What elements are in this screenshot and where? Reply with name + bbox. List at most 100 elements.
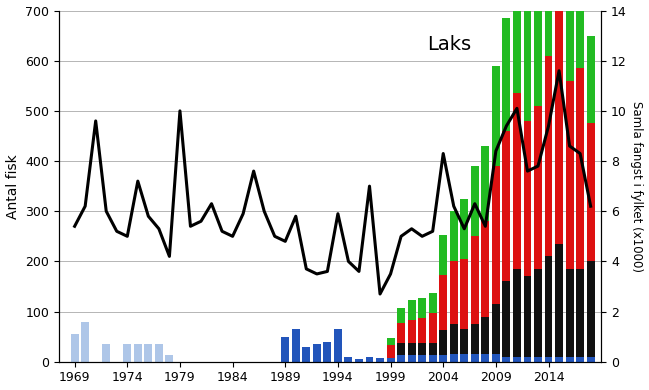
Bar [502,18,510,131]
Bar [429,313,437,343]
Bar [313,344,321,362]
Bar [450,324,458,354]
Bar [576,0,584,68]
Y-axis label: Samla fangst i fylket (x1000): Samla fangst i fylket (x1000) [630,101,643,272]
Bar [482,317,489,354]
Bar [155,344,163,362]
Bar [397,343,405,355]
Bar [566,81,574,269]
Bar [492,304,500,354]
Bar [376,358,384,362]
Bar [397,355,405,362]
Bar [482,146,489,221]
Bar [439,330,447,355]
Bar [71,334,79,362]
Bar [418,343,426,355]
Bar [576,68,584,269]
Bar [439,235,447,275]
Bar [123,344,131,362]
Bar [555,357,563,362]
Bar [103,344,110,362]
Bar [418,355,426,362]
Bar [492,66,500,166]
Bar [460,354,468,362]
Bar [439,275,447,330]
Bar [387,358,395,362]
Bar [429,293,437,313]
Bar [545,357,552,362]
Bar [555,0,563,5]
Bar [524,121,532,277]
Bar [513,93,521,269]
Bar [323,342,332,362]
Bar [408,320,415,343]
Bar [555,5,563,244]
Bar [587,123,594,261]
Bar [513,0,521,93]
Bar [471,236,479,324]
Bar [302,347,310,362]
Bar [534,0,542,106]
Bar [545,0,552,56]
Bar [545,256,552,357]
Bar [450,261,458,324]
Bar [534,106,542,269]
Bar [513,357,521,362]
Bar [492,354,500,362]
Bar [408,355,415,362]
Bar [576,357,584,362]
Bar [408,300,415,320]
Bar [502,357,510,362]
Bar [587,357,594,362]
Bar [534,357,542,362]
Text: Laks: Laks [427,35,471,54]
Bar [334,329,342,362]
Bar [545,56,552,256]
Bar [502,131,510,282]
Bar [492,166,500,304]
Bar [471,166,479,236]
Bar [439,355,447,362]
Bar [502,282,510,357]
Bar [576,269,584,357]
Bar [418,318,426,343]
Bar [471,354,479,362]
Bar [365,357,373,362]
Bar [418,298,426,318]
Bar [345,357,352,362]
Bar [524,0,532,121]
Y-axis label: Antal fisk: Antal fisk [6,154,19,218]
Bar [397,323,405,343]
Bar [134,344,141,362]
Bar [292,329,300,362]
Bar [460,259,468,329]
Bar [429,343,437,355]
Bar [144,344,153,362]
Bar [387,346,395,358]
Bar [450,354,458,362]
Bar [471,324,479,354]
Bar [482,354,489,362]
Bar [566,357,574,362]
Bar [513,269,521,357]
Bar [566,0,574,81]
Bar [429,355,437,362]
Bar [460,329,468,354]
Bar [566,269,574,357]
Bar [450,211,458,261]
Bar [408,343,415,355]
Bar [460,199,468,259]
Bar [587,35,594,123]
Bar [281,337,289,362]
Bar [587,261,594,357]
Bar [397,308,405,323]
Bar [524,277,532,357]
Bar [355,359,363,362]
Bar [524,357,532,362]
Bar [555,244,563,357]
Bar [482,221,489,317]
Bar [534,269,542,357]
Bar [165,355,173,362]
Bar [81,322,89,362]
Bar [387,338,395,346]
